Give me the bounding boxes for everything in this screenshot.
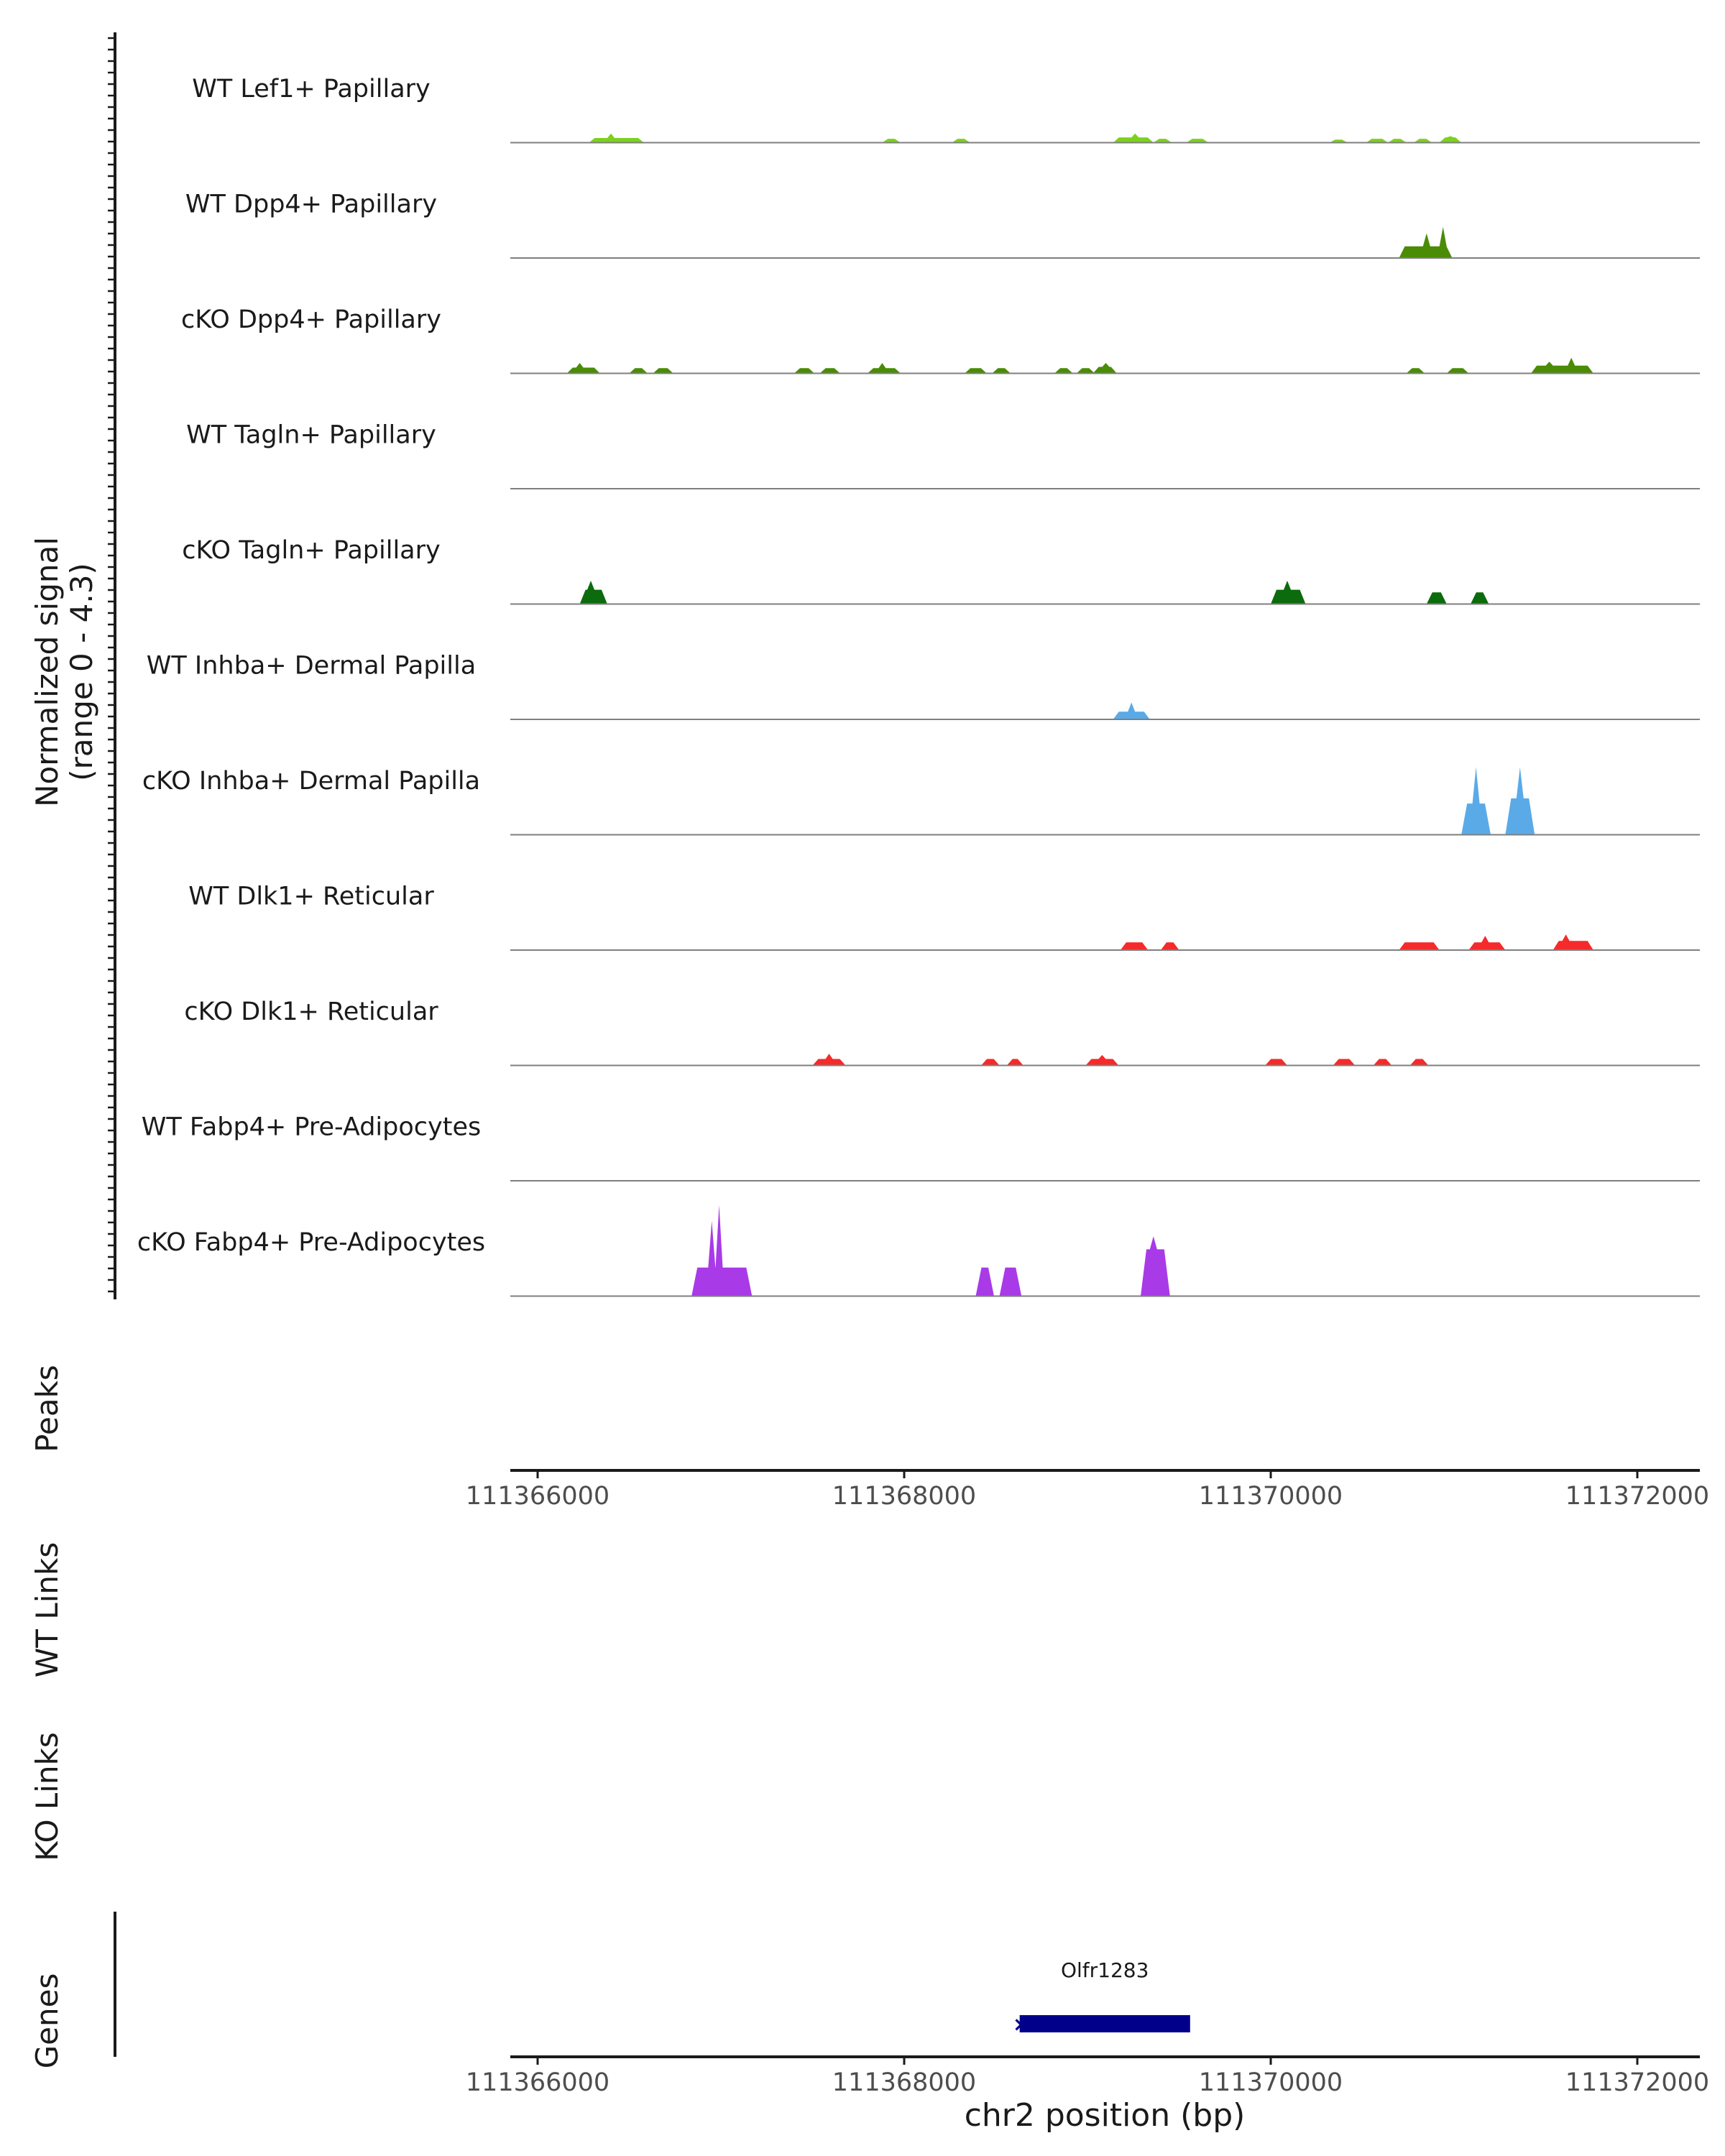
- signal-peak: [812, 1054, 846, 1066]
- signal-peak: [981, 1059, 1000, 1066]
- signal-peak: [1366, 139, 1389, 143]
- signal-peak: [868, 363, 901, 374]
- signal-peak: [1076, 368, 1095, 374]
- signal-peak: [1531, 357, 1593, 374]
- signal-peak: [1161, 942, 1179, 950]
- signal-peak: [1413, 139, 1432, 143]
- signal-peak: [882, 139, 901, 143]
- signal-peak: [1399, 226, 1453, 258]
- signal-peak: [992, 368, 1011, 374]
- gene-name-label: Olfr1283: [1061, 1958, 1149, 1982]
- signal-peak: [653, 368, 673, 374]
- signal-peak: [1271, 581, 1306, 604]
- signal-peak: [1085, 1055, 1119, 1066]
- signal-peak: [566, 363, 600, 374]
- track-label: cKO Inhba+ Dermal Papilla: [142, 767, 480, 796]
- track-label: cKO Dpp4+ Papillary: [181, 305, 441, 334]
- peaks-x-axis-tick-label: 111372000: [1565, 1482, 1709, 1511]
- genes-track-label: Genes: [29, 1973, 65, 2069]
- track-label: WT Dpp4+ Papillary: [185, 190, 437, 219]
- signal-peak: [1006, 1059, 1024, 1066]
- track-label: cKO Fabp4+ Pre-Adipocytes: [137, 1228, 485, 1257]
- gene-body: [1019, 2015, 1190, 2032]
- y-axis-label-line2: (range 0 - 4.3): [64, 563, 99, 781]
- signal-peak: [1468, 936, 1506, 950]
- signal-peak: [1333, 1059, 1356, 1066]
- signal-peak: [965, 368, 987, 374]
- signal-peak: [1265, 1059, 1287, 1066]
- track-label: WT Tagln+ Papillary: [186, 421, 436, 450]
- signal-peak: [1406, 368, 1425, 374]
- empty-track-label: Peaks: [29, 1365, 65, 1452]
- signal-peak: [579, 581, 607, 604]
- signal-peak: [589, 133, 644, 143]
- signal-peak: [1329, 139, 1348, 143]
- gene-strand-marker: ×: [1013, 2012, 1029, 2036]
- signal-peak: [1446, 368, 1469, 374]
- signal-peak: [1186, 139, 1209, 143]
- track-label: WT Lef1+ Papillary: [192, 75, 431, 103]
- signal-peak: [1426, 592, 1447, 604]
- track-label: cKO Tagln+ Papillary: [182, 536, 441, 565]
- peaks-x-axis-tick-label: 111370000: [1199, 1482, 1343, 1511]
- signal-peak: [1054, 368, 1073, 374]
- signal-peak: [1552, 934, 1593, 950]
- signal-peak: [819, 368, 840, 374]
- genes-x-axis-tick-label: 111368000: [832, 2068, 976, 2097]
- signal-peak: [1092, 363, 1117, 374]
- signal-peak: [1439, 136, 1462, 143]
- track-label: WT Dlk1+ Reticular: [188, 883, 434, 911]
- y-axis-label-line1: Normalized signal: [29, 537, 65, 807]
- empty-track-label: WT Links: [29, 1542, 65, 1677]
- genes-x-axis-tick-label: 111372000: [1565, 2068, 1709, 2097]
- genes-x-axis-tick-label: 111370000: [1199, 2068, 1343, 2097]
- signal-peak: [975, 1267, 994, 1296]
- signal-peak: [629, 368, 648, 374]
- signal-peak: [1113, 702, 1150, 719]
- signal-peak: [1409, 1059, 1429, 1066]
- signal-peak: [952, 139, 970, 143]
- signal-peak: [1471, 592, 1489, 604]
- signal-peak: [1153, 139, 1172, 143]
- signal-peak: [691, 1204, 753, 1296]
- signal-peak: [999, 1267, 1022, 1296]
- signal-peak: [1141, 1236, 1170, 1296]
- empty-track-label: KO Links: [29, 1732, 65, 1861]
- track-label: WT Fabp4+ Pre-Adipocytes: [142, 1113, 481, 1142]
- peaks-x-axis-tick-label: 111368000: [832, 1482, 976, 1511]
- signal-peak: [1113, 133, 1154, 143]
- signal-peak: [1399, 942, 1440, 950]
- x-axis-title: chr2 position (bp): [965, 2097, 1246, 2134]
- signal-peak: [1461, 767, 1491, 835]
- peaks-x-axis-tick-label: 111366000: [466, 1482, 610, 1511]
- track-label: WT Inhba+ Dermal Papilla: [147, 652, 476, 681]
- track-label: cKO Dlk1+ Reticular: [184, 998, 438, 1026]
- signal-peak: [1388, 139, 1407, 143]
- signal-peak: [1505, 767, 1535, 835]
- genes-x-axis-tick-label: 111366000: [466, 2068, 610, 2097]
- signal-peak: [1120, 942, 1149, 950]
- signal-peak: [794, 368, 814, 374]
- signal-peak: [1373, 1059, 1392, 1066]
